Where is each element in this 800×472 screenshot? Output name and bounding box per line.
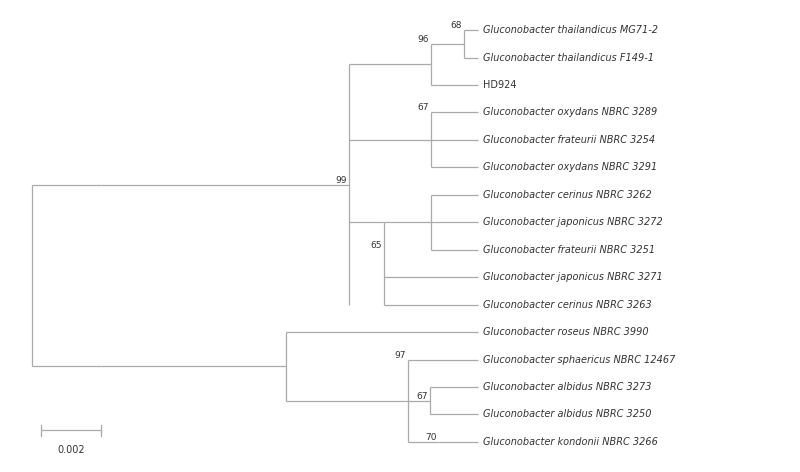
Text: 0.002: 0.002 xyxy=(57,445,85,455)
Text: Gluconobacter frateurii NBRC 3254: Gluconobacter frateurii NBRC 3254 xyxy=(483,135,655,145)
Text: Gluconobacter kondonii NBRC 3266: Gluconobacter kondonii NBRC 3266 xyxy=(483,437,658,447)
Text: Gluconobacter sphaericus NBRC 12467: Gluconobacter sphaericus NBRC 12467 xyxy=(483,354,675,364)
Text: Gluconobacter oxydans NBRC 3289: Gluconobacter oxydans NBRC 3289 xyxy=(483,108,658,118)
Text: 70: 70 xyxy=(426,433,437,442)
Text: Gluconobacter japonicus NBRC 3272: Gluconobacter japonicus NBRC 3272 xyxy=(483,217,663,228)
Text: 67: 67 xyxy=(416,392,427,401)
Text: 99: 99 xyxy=(335,176,346,185)
Text: 96: 96 xyxy=(418,35,429,44)
Text: HD924: HD924 xyxy=(483,80,517,90)
Text: Gluconobacter roseus NBRC 3990: Gluconobacter roseus NBRC 3990 xyxy=(483,327,649,337)
Text: 67: 67 xyxy=(418,103,429,112)
Text: 97: 97 xyxy=(394,351,406,360)
Text: Gluconobacter cerinus NBRC 3262: Gluconobacter cerinus NBRC 3262 xyxy=(483,190,652,200)
Text: 65: 65 xyxy=(370,241,382,250)
Text: Gluconobacter frateurii NBRC 3251: Gluconobacter frateurii NBRC 3251 xyxy=(483,244,655,255)
Text: Gluconobacter thailandicus F149-1: Gluconobacter thailandicus F149-1 xyxy=(483,52,654,63)
Text: Gluconobacter thailandicus MG71-2: Gluconobacter thailandicus MG71-2 xyxy=(483,25,658,35)
Text: Gluconobacter japonicus NBRC 3271: Gluconobacter japonicus NBRC 3271 xyxy=(483,272,663,282)
Text: Gluconobacter cerinus NBRC 3263: Gluconobacter cerinus NBRC 3263 xyxy=(483,300,652,310)
Text: Gluconobacter albidus NBRC 3273: Gluconobacter albidus NBRC 3273 xyxy=(483,382,652,392)
Text: 68: 68 xyxy=(450,21,462,30)
Text: Gluconobacter oxydans NBRC 3291: Gluconobacter oxydans NBRC 3291 xyxy=(483,162,658,172)
Text: Gluconobacter albidus NBRC 3250: Gluconobacter albidus NBRC 3250 xyxy=(483,409,652,420)
